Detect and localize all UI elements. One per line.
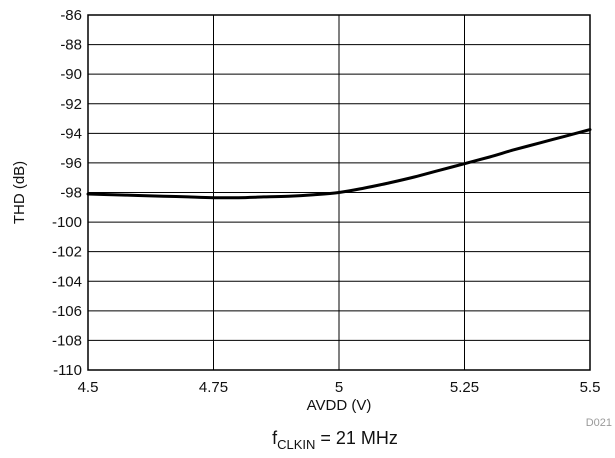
y-tick-label: -102	[52, 244, 82, 261]
plot-area-frame	[87, 14, 591, 371]
caption-main: f	[272, 428, 278, 448]
y-tick-label: -106	[52, 303, 82, 320]
y-tick-label: -104	[52, 273, 82, 290]
x-tick-label: 5.5	[580, 379, 601, 396]
caption-subscript: CLKIN	[277, 437, 315, 452]
y-tick-label: -100	[52, 214, 82, 231]
y-tick-label: -88	[60, 37, 82, 54]
series-line	[86, 128, 592, 200]
y-tick-label: -108	[52, 332, 82, 349]
chart-caption: fCLKIN = 21 MHz	[272, 428, 398, 452]
figure-code: D021	[586, 417, 612, 429]
y-tick-label: -92	[60, 96, 82, 113]
x-tick-label: 5	[335, 379, 343, 396]
y-tick-label: -96	[60, 155, 82, 172]
y-tick-label: -86	[60, 7, 82, 24]
x-axis-title: AVDD (V)	[307, 397, 372, 414]
x-tick-label: 4.75	[199, 379, 228, 396]
x-tick-labels: 4.5 4.75 5 5.25 5.5	[78, 379, 601, 396]
y-tick-label: -94	[60, 125, 82, 142]
x-tick-label: 5.25	[450, 379, 479, 396]
y-tick-labels: -110 -108 -106 -104 -102 -100 -98 -96 -94 -92 -90 -…	[52, 7, 82, 379]
caption-rest: = 21 MHz	[315, 428, 398, 448]
y-tick-label: -110	[53, 362, 82, 379]
y-axis-title: THD (dB)	[11, 161, 28, 224]
y-tick-label: -90	[60, 66, 82, 83]
y-tick-label: -98	[60, 185, 82, 202]
x-tick-label: 4.5	[78, 379, 99, 396]
